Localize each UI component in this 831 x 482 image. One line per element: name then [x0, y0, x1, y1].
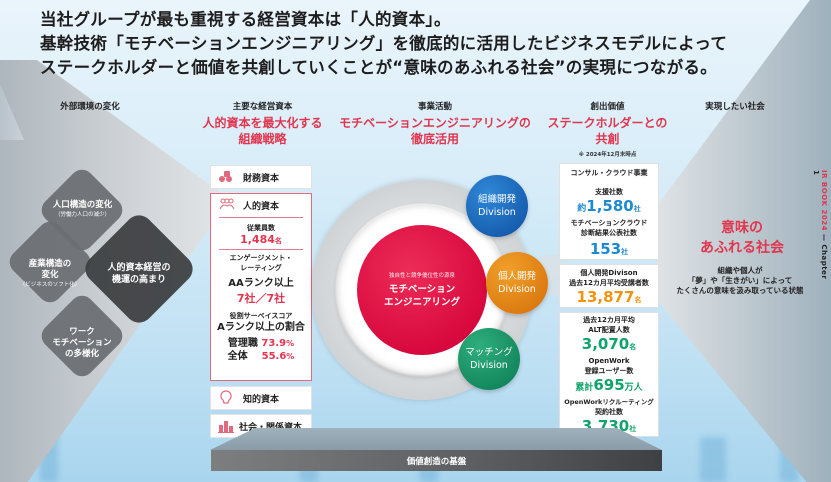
division-individual-dev: 個人開発 Division [486, 252, 548, 314]
employees-value: 1,484名 [240, 233, 282, 246]
alt-label-2: ALT配置人数 [588, 326, 630, 334]
column-external: 外部環境の変化 [40, 100, 140, 112]
divider [219, 249, 303, 250]
capital-financial-label: 財務資本 [243, 173, 280, 184]
column-capital-subtitle-1: 人的資本を最大化する [202, 116, 323, 130]
column-society: 実現したい社会 [690, 100, 780, 112]
capital-human: 人的資本 従業員数 1,484名 エンゲージメント・ レーティング AAランク以… [210, 193, 312, 381]
engagement-rank: AAランク以上 [228, 278, 294, 289]
individual-label-2: 過去12カ月平均受講者数 [569, 279, 649, 287]
foundation-top [210, 428, 662, 450]
ow-value: 累計695万人 [575, 376, 643, 394]
ow-label-1: OpenWork [588, 357, 630, 365]
column-value-subtitle-2: 共創 [595, 132, 620, 146]
capital-intellectual-label: 知的資本 [243, 394, 280, 405]
headline-line-2: 基幹技術「モチベーションエンジニアリング」を徹底的に活用したビジネスモデルによっ… [40, 34, 728, 53]
capital-financial: 財務資本 [210, 165, 312, 189]
owr-label-2: 契約社数 [595, 408, 623, 416]
column-value-label: 創出価値 [590, 102, 625, 112]
division-org-dev: 組織開発 Division [466, 175, 528, 237]
chapter-tag: IR BOOK 2024 — Chapter 1 [812, 170, 828, 280]
diamond-human-capital-label: 人的資本経営の 機運の高まり [107, 263, 171, 285]
column-business-subtitle-1: モチベーションエンジニアリングの [339, 116, 531, 130]
headline: 当社グループが最も重視する経営資本は「人的資本」。 基幹技術「モチベーションエン… [40, 8, 800, 80]
engagement-label-1: エンゲージメント・ [229, 254, 293, 262]
owr-label-1: OpenWorkリクルーティング [564, 398, 654, 406]
foundation-bar: 価値創造の基盤 [211, 450, 662, 471]
survey-rank: Aランク以上の割合 [217, 322, 305, 333]
cloud-label-2: 診断結果公表社数 [581, 229, 637, 237]
ow-label-2: 登録ユーザー数 [584, 367, 634, 375]
society-title: 意味の あふれる社会 [700, 220, 784, 256]
column-value-subtitle-1: ステークホルダーとの [547, 116, 668, 130]
alt-label-1: 過去12カ月平均 [583, 316, 635, 324]
diamond-industry-label: 産業構造の 変化 （ビジネスのソフト化） [19, 259, 81, 288]
engagement-value: 7社／7社 [236, 292, 286, 305]
consulting-title: コンサル・クラウド事業 [570, 169, 648, 177]
individual-label-1: 個人開発Divison [580, 269, 638, 277]
manager-row: 管理職 73.9% [227, 338, 295, 349]
cloud-label-1: モチベーションクラウド [570, 219, 648, 227]
building-icon [215, 419, 237, 433]
lightbulb-icon [215, 390, 237, 406]
column-external-label: 外部環境の変化 [60, 102, 120, 112]
column-capital: 主要な経営資本 人的資本を最大化する 組織戦略 [190, 100, 335, 147]
alt-value: 3,070名 [581, 335, 637, 353]
column-value: 創出価値 ステークホルダーとの 共創 ※ 2024年12月末時点 [540, 100, 675, 158]
bg-building [700, 437, 726, 482]
core-title-2: エンジニアリング [383, 297, 460, 308]
people-icon [219, 198, 235, 213]
headline-line-3: ステークホルダーと価値を共創していくことが“意味のあふれる社会”の実現につながる… [40, 58, 717, 77]
foundation-label: 価値創造の基盤 [406, 456, 467, 467]
column-society-label: 実現したい社会 [705, 102, 765, 112]
column-value-note: ※ 2024年12月末時点 [578, 152, 637, 158]
cloud-value: 153社 [589, 240, 629, 258]
all-row: 全体 55.6% [227, 351, 295, 362]
column-business: 事業活動 モチベーションエンジニアリングの 徹底活用 [332, 100, 538, 147]
value-card-matching: 過去12カ月平均 ALT配置人数 3,070名 OpenWork 登録ユーザー数… [559, 312, 659, 437]
coins-icon [215, 170, 237, 184]
column-capital-subtitle-2: 組織戦略 [238, 132, 287, 146]
support-value: 約1,580社 [577, 197, 641, 215]
core-sub: 独自性と競争優位性の源泉 [388, 273, 455, 279]
individual-value: 13,877名 [576, 288, 642, 306]
capital-intellectual: 知的資本 [210, 386, 312, 410]
survey-label: 役割サーベイスコア [229, 312, 293, 320]
value-card-individual: 個人開発Divison 過去12カ月平均受講者数 13,877名 [559, 264, 659, 308]
capital-human-title: 人的資本 [219, 194, 303, 218]
employees-label: 従業員数 [247, 224, 275, 232]
diamond-work-motivation-label: ワーク モチベーション の多様化 [52, 327, 112, 359]
value-card-consulting: コンサル・クラウド事業 支援社数 約1,580社 モチベーションクラウド 診断結… [559, 163, 659, 260]
support-label: 支援社数 [595, 188, 623, 196]
core-title-1: モチベーション [388, 284, 456, 295]
headline-line-1: 当社グループが最も重視する経営資本は「人的資本」。 [40, 10, 451, 29]
capital-social-label: 社会・関係資本 [239, 422, 303, 433]
division-matching: マッチング Division [458, 328, 520, 390]
engagement-label-2: レーティング [240, 264, 282, 272]
column-business-label: 事業活動 [417, 102, 452, 112]
column-business-subtitle-2: 徹底活用 [410, 132, 459, 146]
column-capital-label: 主要な経営資本 [232, 102, 293, 112]
diamond-population-label: 人口構造の変化 （労働力人口の減少） [52, 200, 113, 218]
society-description: 組織や個人が 「夢」や「生きがい」によって たくさんの意味を汲み取っている状態 [676, 266, 804, 295]
core-circle: 独自性と競争優位性の源泉 モチベーション エンジニアリング [357, 225, 487, 355]
